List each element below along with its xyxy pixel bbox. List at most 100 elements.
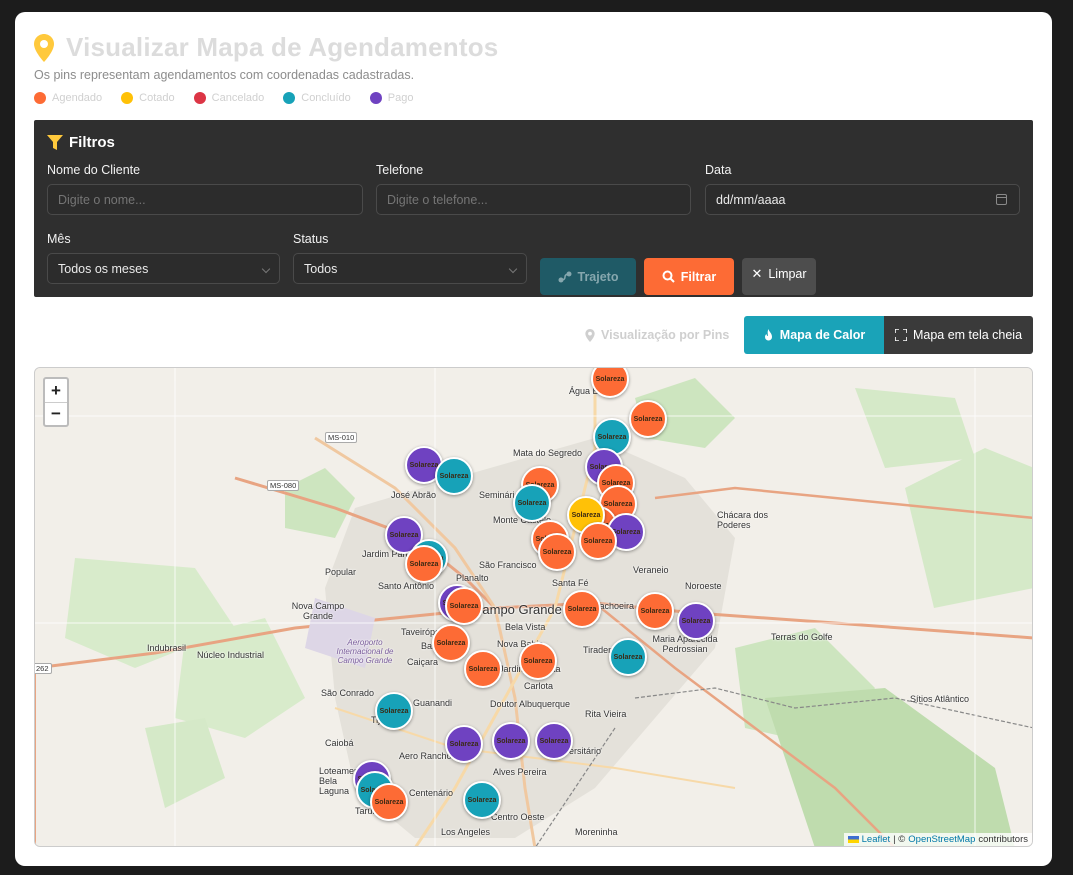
- map-marker-concluido[interactable]: Solareza: [463, 781, 501, 819]
- map-marker-agendado[interactable]: Solareza: [629, 400, 667, 438]
- place-label: Doutor Albuquerque: [490, 699, 571, 709]
- place-label: Centro Oeste: [491, 812, 545, 822]
- zoom-control: + −: [43, 377, 69, 427]
- map-marker-agendado[interactable]: Solareza: [370, 783, 408, 821]
- data-input[interactable]: dd/mm/aaaa: [705, 184, 1020, 215]
- mes-label: Mês: [47, 232, 71, 246]
- place-label: Santo Antônio: [378, 581, 435, 591]
- road-label: 262: [35, 663, 52, 674]
- place-label: Caiçara: [407, 657, 439, 667]
- nome-label: Nome do Cliente: [47, 163, 141, 177]
- place-label: Indubrasil: [147, 643, 187, 653]
- map-marker-concluido[interactable]: Solareza: [375, 692, 413, 730]
- zoom-in-button[interactable]: +: [51, 380, 61, 400]
- map-marker-concluido[interactable]: Solareza: [609, 638, 647, 676]
- place-label: Aeroporto Internacional de Campo Grande: [336, 638, 394, 665]
- place-label: Centenário: [409, 788, 454, 798]
- telefone-input[interactable]: [376, 184, 691, 215]
- place-label: Carlota: [524, 681, 554, 691]
- map-marker-concluido[interactable]: Solareza: [435, 457, 473, 495]
- place-label: Planalto: [456, 573, 489, 583]
- pins-view-button[interactable]: Visualização por Pins: [585, 316, 729, 354]
- page-title: Visualizar Mapa de Agendamentos: [66, 32, 499, 62]
- place-label: Maria Aparecida Pedrossian: [652, 634, 718, 654]
- status-legend: Agendado Cotado Cancelado Concluído Pago: [34, 92, 414, 104]
- mes-select[interactable]: Todos os meses: [47, 253, 280, 284]
- map-marker-pago[interactable]: Solareza: [535, 722, 573, 760]
- map-pin-icon: [585, 328, 595, 342]
- legend-dot-icon: [193, 92, 206, 104]
- map-marker-agendado[interactable]: Solareza: [405, 545, 443, 583]
- map-marker-pago[interactable]: Solareza: [677, 602, 715, 640]
- map-marker-pago[interactable]: Solareza: [492, 722, 530, 760]
- status-select[interactable]: Todos: [293, 253, 527, 284]
- leaflet-link[interactable]: Leaflet: [861, 834, 891, 845]
- place-label: Mata do Segredo: [513, 448, 583, 458]
- chevron-down-icon: [261, 264, 271, 274]
- filters-title: Filtros: [47, 134, 115, 151]
- ukraine-flag-icon: [847, 836, 859, 843]
- place-label: Guanandi: [413, 698, 453, 708]
- place-label: Nova Campo Grande: [291, 601, 345, 621]
- place-label: Noroeste: [685, 581, 722, 591]
- calendar-icon[interactable]: [996, 194, 1007, 205]
- filter-icon: [47, 135, 63, 150]
- map-marker-agendado[interactable]: Solareza: [636, 592, 674, 630]
- road-label: MS-080: [267, 480, 300, 491]
- map-container[interactable]: MS-010 MS-080 262 Água Boa Mata do Segre…: [34, 367, 1033, 847]
- data-label: Data: [705, 163, 732, 177]
- map-marker-agendado[interactable]: Solareza: [445, 587, 483, 625]
- page-header: Visualizar Mapa de Agendamentos: [34, 32, 498, 63]
- trajeto-button[interactable]: Trajeto: [540, 258, 636, 295]
- place-label: Taruma: [355, 806, 386, 816]
- place-label: Sítios Atlântico: [910, 694, 970, 704]
- place-label: Caiobá: [325, 738, 354, 748]
- map-marker-agendado[interactable]: Solareza: [464, 650, 502, 688]
- chevron-down-icon: [508, 264, 518, 274]
- limpar-button[interactable]: ✕ Limpar: [742, 258, 816, 295]
- place-label: Los Angeles: [441, 827, 491, 837]
- fullscreen-button[interactable]: Mapa em tela cheia: [884, 316, 1033, 354]
- place-label: Moreninha: [575, 827, 618, 837]
- legend-cancelado: Cancelado: [193, 92, 264, 104]
- place-label: São Conrado: [321, 688, 375, 698]
- nome-input[interactable]: [47, 184, 363, 215]
- map-marker-agendado[interactable]: Solareza: [563, 590, 601, 628]
- place-label: Bela Vista: [505, 622, 546, 632]
- map-marker-pago[interactable]: Solareza: [445, 725, 483, 763]
- close-icon: ✕: [751, 266, 763, 281]
- legend-dot-icon: [369, 92, 382, 104]
- zoom-out-button[interactable]: −: [45, 402, 67, 425]
- place-label: Nova Bahia: [497, 639, 544, 649]
- road-label: MS-010: [325, 432, 358, 443]
- legend-dot-icon: [121, 92, 134, 104]
- place-label: Alves Pereira: [493, 767, 547, 777]
- map-marker-agendado[interactable]: Solareza: [538, 533, 576, 571]
- place-label: Rita Vieira: [585, 709, 627, 719]
- route-icon: [558, 271, 571, 282]
- place-label: Veraneio: [633, 565, 669, 575]
- place-label: Loteamento Bela Laguna: [319, 766, 367, 796]
- map-pin-icon: [34, 33, 54, 62]
- place-label: Chácara dos Poderes: [717, 510, 769, 530]
- map-marker-agendado[interactable]: Solareza: [519, 642, 557, 680]
- map-marker-concluido[interactable]: Solareza: [513, 484, 551, 522]
- place-label: Aero Rancho: [399, 751, 452, 761]
- map-marker-agendado[interactable]: Solareza: [579, 522, 617, 560]
- place-label: Tiradentes: [583, 645, 626, 655]
- place-label: Terras do Golfe: [771, 632, 833, 642]
- legend-dot-icon: [34, 92, 46, 104]
- telefone-label: Telefone: [376, 163, 424, 177]
- osm-link[interactable]: OpenStreetMap: [908, 834, 976, 845]
- map-marker-agendado[interactable]: Solareza: [432, 624, 470, 662]
- legend-pago: Pago: [369, 92, 414, 104]
- filtrar-button[interactable]: Filtrar: [644, 258, 734, 295]
- place-label: Água Boa: [569, 386, 609, 396]
- place-label: Seminário: [479, 490, 520, 500]
- heatmap-button[interactable]: Mapa de Calor: [744, 316, 884, 354]
- page-subtitle: Os pins representam agendamentos com coo…: [34, 68, 415, 82]
- place-label: Popular: [325, 567, 357, 577]
- place-label: José Abrão: [391, 490, 437, 500]
- place-label: Núcleo Industrial: [197, 650, 265, 660]
- map-marker-agendado[interactable]: Solareza: [591, 368, 629, 398]
